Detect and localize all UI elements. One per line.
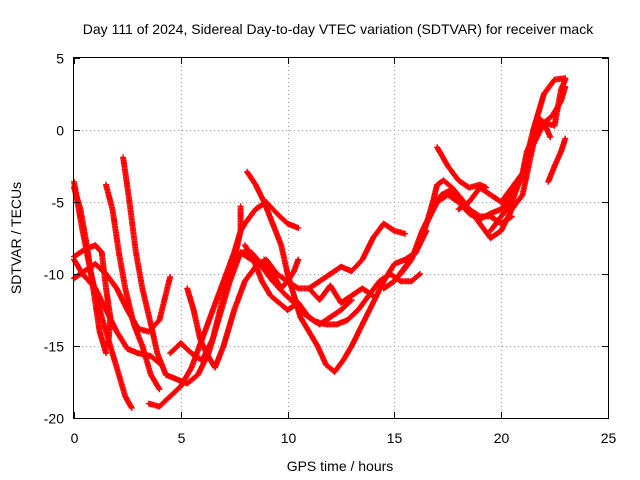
- data-points-track-9: [167, 203, 244, 364]
- series-layer: [71, 75, 569, 411]
- series-track-21: [487, 75, 569, 234]
- data-points-track-22: [545, 135, 569, 185]
- data-points-track-6: [103, 181, 163, 393]
- x-tick-label: 5: [178, 430, 186, 446]
- x-axis-label: GPS time / hours: [287, 458, 394, 474]
- x-tick-label: 10: [281, 430, 297, 446]
- series-track-15: [306, 220, 409, 292]
- plot-frame: [73, 57, 609, 419]
- data-points-track-12: [244, 168, 430, 375]
- x-tick-label: 20: [494, 430, 510, 446]
- y-tick-label: -15: [44, 339, 64, 355]
- axis-ticks: 0 5 10 15 20 25 -20 -15 -10 -5 0 5: [44, 51, 617, 447]
- y-tick-label: -10: [44, 267, 64, 283]
- y-tick-label: -5: [52, 195, 65, 211]
- y-axis-label: SDTVAR / TECUs: [8, 182, 24, 294]
- x-tick-label: 15: [387, 430, 403, 446]
- series-track-17: [397, 83, 569, 277]
- x-tick-label: 0: [71, 430, 79, 446]
- data-points-track-17: [397, 83, 569, 277]
- series-track-6: [103, 181, 163, 393]
- chart-title: Day 111 of 2024, Sidereal Day-to-day VTE…: [83, 21, 594, 37]
- x-tick-label: 25: [601, 430, 617, 446]
- grid: [74, 58, 608, 418]
- series-track-12: [244, 168, 430, 375]
- y-tick-label: 0: [56, 123, 64, 139]
- series-track-9: [167, 203, 244, 364]
- y-tick-label: 5: [56, 51, 64, 67]
- data-points-track-15: [306, 220, 409, 292]
- series-track-22: [545, 135, 569, 185]
- data-points-track-21: [487, 75, 569, 234]
- y-tick-label: -20: [44, 411, 64, 427]
